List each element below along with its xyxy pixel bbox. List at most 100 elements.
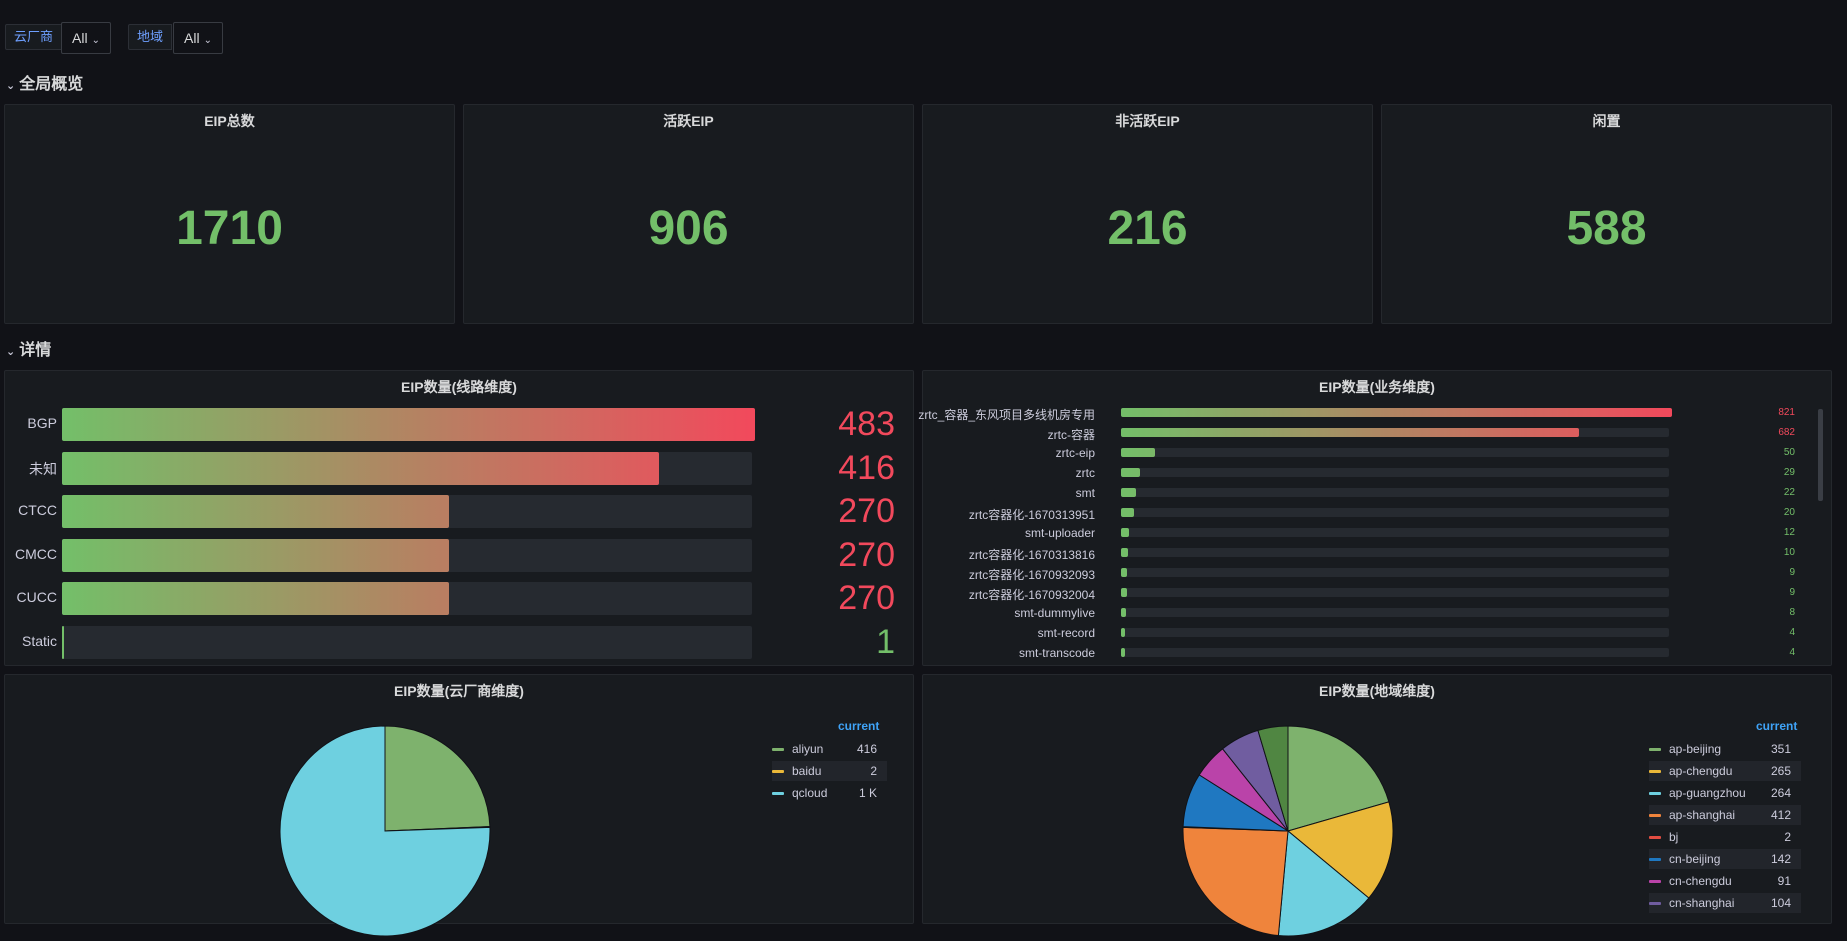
bar-value: 9 <box>1789 567 1795 578</box>
legend-item-value: 412 <box>1770 808 1791 822</box>
legend-item-value: 1 K <box>858 786 877 800</box>
pie-slice-aliyun[interactable] <box>384 725 491 832</box>
legend-item-name: cn-shanghai <box>1669 896 1735 910</box>
bar-value: 270 <box>838 492 895 530</box>
bar-value: 20 <box>1783 507 1795 518</box>
bar-track <box>1121 508 1669 517</box>
bar-label: zrtc <box>1075 466 1095 480</box>
legend-item[interactable]: ap-shanghai 412 <box>1649 805 1801 825</box>
bar-label: CMCC <box>15 545 57 562</box>
pie-slice-ap-beijing[interactable] <box>1287 725 1390 832</box>
legend-item[interactable]: ap-beijing 351 <box>1649 739 1801 759</box>
legend-color-swatch <box>1649 770 1661 773</box>
legend-header-current[interactable]: current <box>838 719 880 733</box>
bar-track <box>62 582 752 615</box>
bar-track <box>1121 428 1669 437</box>
bar-fill <box>62 451 659 485</box>
legend-item[interactable]: cn-chengdu 91 <box>1649 871 1801 891</box>
bar-gauge-panel-line[interactable]: EIP数量(线路维度) BGP 483 未知 416 CTCC 270 CMCC 270 CUC… <box>4 370 914 666</box>
panel-title: 闲置 <box>1592 113 1621 129</box>
legend-color-swatch <box>1649 836 1661 839</box>
legend-item[interactable]: cn-beijing 142 <box>1649 849 1801 869</box>
legend-color-swatch <box>1649 902 1661 905</box>
chevron-down-icon: ⌄ <box>91 35 100 46</box>
legend-item-name: ap-guangzhou <box>1669 786 1746 800</box>
bar-value: 22 <box>1783 487 1795 498</box>
row-title-details-label: 详情 <box>19 342 52 359</box>
stat-value: 588 <box>1566 202 1647 255</box>
bar-value: 10 <box>1783 547 1795 558</box>
legend-item-value: 264 <box>1770 786 1791 800</box>
row-title-overview[interactable]: ⌄ 全局概览 <box>6 70 83 94</box>
pie-slice-cn-hangzhou[interactable] <box>1257 725 1289 832</box>
pie-slice-ap-shanghai[interactable] <box>1182 826 1289 937</box>
legend-item-name: aliyun <box>792 742 824 756</box>
bar-label: zrtc_容器_东风项目多线机房专用 <box>918 408 1095 422</box>
legend-color-swatch <box>1649 748 1661 751</box>
var-label-region: 地域 <box>128 24 173 50</box>
bar-value: 4 <box>1789 647 1795 658</box>
legend-item-name: baidu <box>792 764 822 778</box>
legend-item[interactable]: ap-chengdu 265 <box>1649 761 1801 781</box>
var-select-cloud[interactable]: All ⌄ <box>61 22 111 54</box>
legend-header-current[interactable]: current <box>1756 719 1798 733</box>
bar-fill <box>62 538 450 572</box>
bar-value: 4 <box>1789 627 1795 638</box>
legend-item-value: 2 <box>1784 830 1791 844</box>
legend-item[interactable]: ap-guangzhou 264 <box>1649 783 1801 803</box>
legend-item-name: cn-chengdu <box>1669 874 1732 888</box>
legend-item[interactable]: qcloud 1 K <box>772 783 887 803</box>
legend-item-value: 142 <box>1770 852 1791 866</box>
pie-panel-region[interactable]: EIP数量(地域维度) current ap-beijing 351 ap-chen… <box>922 674 1832 937</box>
pie-slice-qcloud[interactable] <box>279 725 491 937</box>
bar-fill <box>62 495 450 528</box>
panel-title: EIP数量(云厂商维度) <box>394 683 524 699</box>
legend-color-swatch <box>772 770 784 773</box>
bar-fill <box>1121 648 1125 657</box>
bar-label: zrtc容器化-1670932093 <box>968 568 1095 582</box>
panel-title: EIP数量(业务维度) <box>1319 379 1435 395</box>
bar-track <box>1121 448 1669 457</box>
legend-item-value: 351 <box>1770 742 1791 756</box>
bar-label: Static <box>21 632 57 649</box>
bar-value: 416 <box>838 448 895 487</box>
bar-track <box>62 625 752 659</box>
legend-item-value: 416 <box>856 742 877 756</box>
stat-panel-total[interactable]: EIP总数 1710 <box>4 104 455 324</box>
bar-value: 8 <box>1789 607 1795 618</box>
pie-panel-cloud[interactable]: EIP数量(云厂商维度) current aliyun 416 baidu 2 qclo… <box>4 674 914 937</box>
legend-item-value: 91 <box>1777 874 1791 888</box>
panel-title: 非活跃EIP <box>1115 113 1180 129</box>
legend-item-name: ap-shanghai <box>1669 808 1736 822</box>
legend-item[interactable]: baidu 2 <box>772 761 887 781</box>
bar-fill <box>62 625 64 659</box>
chevron-down-icon: ⌄ <box>203 35 212 46</box>
legend-item[interactable]: bj 2 <box>1649 827 1801 847</box>
legend-item-name: ap-chengdu <box>1669 764 1733 778</box>
bar-track <box>62 408 755 441</box>
row-title-details[interactable]: ⌄ 详情 <box>6 336 51 360</box>
bar-fill <box>62 408 755 441</box>
stat-panel-inactive[interactable]: 非活跃EIP 216 <box>922 104 1373 324</box>
legend-item-name: qcloud <box>792 786 828 800</box>
bar-value: 682 <box>1778 427 1795 438</box>
bar-value: 12 <box>1783 527 1795 538</box>
legend-item[interactable]: cn-shanghai 104 <box>1649 893 1801 913</box>
bar-fill <box>1121 428 1579 437</box>
legend-item-name: cn-beijing <box>1669 852 1721 866</box>
pie-slice-ap-chengdu[interactable] <box>1286 801 1394 899</box>
legend-color-swatch <box>772 748 784 751</box>
var-select-region[interactable]: All ⌄ <box>173 22 223 54</box>
bar-track <box>1121 608 1669 617</box>
row-title-overview-label: 全局概览 <box>19 76 84 93</box>
stat-value: 906 <box>648 202 729 255</box>
stat-panel-idle[interactable]: 闲置 588 <box>1381 104 1832 324</box>
legend-item[interactable]: aliyun 416 <box>772 739 887 759</box>
bar-track <box>1121 588 1669 597</box>
bar-track <box>62 495 752 528</box>
panel-title: 活跃EIP <box>663 113 714 129</box>
bar-gauge-panel-business[interactable]: EIP数量(业务维度) zrtc_容器_东风项目多线机房专用 821 zrtc-容器… <box>918 370 1832 666</box>
scrollbar[interactable] <box>1818 409 1823 501</box>
stat-panel-active[interactable]: 活跃EIP 906 <box>463 104 914 324</box>
bar-track <box>1121 468 1669 477</box>
